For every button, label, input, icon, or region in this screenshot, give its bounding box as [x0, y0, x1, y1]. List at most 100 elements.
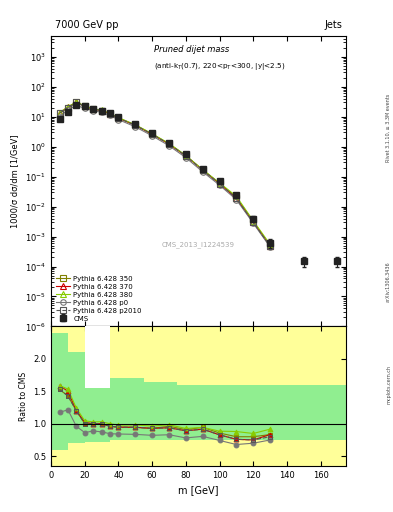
Pythia 6.428 p0 [133, 124, 138, 130]
X-axis label: m [GeV]: m [GeV] [178, 485, 219, 495]
Pythia 6.428 350 [66, 104, 70, 111]
Pythia 6.428 p0 [66, 106, 70, 113]
Pythia 6.428 370 [268, 243, 272, 249]
Pythia 6.428 p0 [200, 169, 205, 175]
Pythia 6.428 350 [200, 166, 205, 173]
Bar [110, 327, 144, 466]
Text: (anti-k$_T$(0.7), 220<p$_T$<300, |y|<2.5): (anti-k$_T$(0.7), 220<p$_T$<300, |y|<2.5… [154, 60, 285, 72]
Text: Rivet 3.1.10, ≥ 3.3M events: Rivet 3.1.10, ≥ 3.3M events [386, 94, 391, 162]
Pythia 6.428 380 [184, 153, 188, 159]
Pythia 6.428 p0 [234, 197, 239, 203]
Line: Pythia 6.428 370: Pythia 6.428 370 [57, 100, 273, 248]
Pythia 6.428 p0 [116, 117, 121, 123]
Pythia 6.428 370 [99, 108, 104, 114]
Bar [85, 327, 110, 388]
Pythia 6.428 380 [217, 180, 222, 186]
Pythia 6.428 380 [83, 103, 87, 109]
Text: CMS_2013_I1224539: CMS_2013_I1224539 [162, 242, 235, 248]
Pythia 6.428 350 [91, 106, 95, 112]
Pythia 6.428 350 [217, 180, 222, 186]
Pythia 6.428 380 [268, 241, 272, 247]
Pythia 6.428 350 [150, 131, 154, 137]
Pythia 6.428 380 [108, 110, 112, 116]
Line: Pythia 6.428 p0: Pythia 6.428 p0 [57, 102, 273, 250]
Pythia 6.428 p2010 [167, 141, 171, 147]
Pythia 6.428 p2010 [116, 115, 121, 121]
Pythia 6.428 350 [184, 153, 188, 159]
Pythia 6.428 350 [99, 108, 104, 114]
Pythia 6.428 380 [57, 110, 62, 116]
Bar [279, 385, 346, 440]
Pythia 6.428 p0 [91, 108, 95, 114]
Pythia 6.428 350 [234, 195, 239, 201]
Pythia 6.428 350 [133, 122, 138, 129]
Pythia 6.428 370 [66, 104, 70, 110]
Pythia 6.428 p2010 [217, 181, 222, 187]
Bar [85, 372, 110, 442]
Bar [144, 327, 177, 466]
Pythia 6.428 380 [251, 218, 255, 224]
Pythia 6.428 370 [150, 131, 154, 137]
Pythia 6.428 380 [234, 193, 239, 199]
Pythia 6.428 p0 [83, 105, 87, 112]
Pythia 6.428 p2010 [133, 122, 138, 129]
Pythia 6.428 p0 [150, 133, 154, 139]
Pythia 6.428 350 [108, 111, 112, 117]
Pythia 6.428 p2010 [108, 111, 112, 117]
Pythia 6.428 370 [108, 111, 112, 117]
Pythia 6.428 p2010 [200, 167, 205, 173]
Pythia 6.428 p2010 [150, 131, 154, 137]
Pythia 6.428 p2010 [251, 219, 255, 225]
Text: Jets: Jets [324, 20, 342, 30]
Bar [245, 327, 279, 466]
Pythia 6.428 370 [217, 181, 222, 187]
Pythia 6.428 350 [116, 115, 121, 121]
Pythia 6.428 370 [251, 219, 255, 225]
Line: Pythia 6.428 p2010: Pythia 6.428 p2010 [57, 100, 273, 249]
Pythia 6.428 p0 [268, 244, 272, 250]
Pythia 6.428 370 [200, 167, 205, 173]
Legend: Pythia 6.428 350, Pythia 6.428 370, Pythia 6.428 380, Pythia 6.428 p0, Pythia 6.: Pythia 6.428 350, Pythia 6.428 370, Pyth… [55, 274, 143, 323]
Pythia 6.428 p2010 [83, 103, 87, 110]
Line: Pythia 6.428 380: Pythia 6.428 380 [57, 99, 273, 247]
Pythia 6.428 p0 [184, 155, 188, 161]
Pythia 6.428 p2010 [74, 99, 79, 105]
Pythia 6.428 370 [74, 99, 79, 105]
Pythia 6.428 370 [167, 141, 171, 147]
Pythia 6.428 p0 [74, 102, 79, 109]
Pythia 6.428 p2010 [234, 195, 239, 201]
Pythia 6.428 p2010 [66, 104, 70, 111]
Pythia 6.428 350 [57, 110, 62, 116]
Pythia 6.428 370 [234, 195, 239, 201]
Pythia 6.428 370 [91, 106, 95, 112]
Y-axis label: Ratio to CMS: Ratio to CMS [18, 372, 28, 421]
Pythia 6.428 350 [74, 99, 79, 105]
Text: Pruned dijet mass: Pruned dijet mass [154, 45, 230, 54]
Bar [211, 327, 245, 466]
Pythia 6.428 p0 [251, 220, 255, 226]
Pythia 6.428 370 [133, 122, 138, 129]
Pythia 6.428 380 [66, 103, 70, 110]
Pythia 6.428 380 [91, 105, 95, 112]
Pythia 6.428 380 [74, 99, 79, 105]
Bar [279, 327, 346, 466]
Pythia 6.428 380 [116, 115, 121, 121]
Pythia 6.428 p0 [108, 113, 112, 119]
Text: 7000 GeV pp: 7000 GeV pp [55, 20, 119, 30]
Text: arXiv:1306.3436: arXiv:1306.3436 [386, 261, 391, 302]
Pythia 6.428 350 [268, 243, 272, 249]
Pythia 6.428 370 [116, 115, 121, 121]
Pythia 6.428 p2010 [184, 153, 188, 159]
Pythia 6.428 350 [251, 218, 255, 224]
Pythia 6.428 p0 [217, 182, 222, 188]
Pythia 6.428 380 [167, 140, 171, 146]
Pythia 6.428 380 [133, 122, 138, 128]
Pythia 6.428 p0 [57, 114, 62, 120]
Bar [51, 327, 68, 466]
Bar [68, 327, 85, 466]
Pythia 6.428 p2010 [268, 243, 272, 249]
Pythia 6.428 p2010 [57, 110, 62, 116]
Pythia 6.428 350 [83, 103, 87, 110]
Bar [245, 385, 279, 440]
Pythia 6.428 p0 [99, 109, 104, 115]
